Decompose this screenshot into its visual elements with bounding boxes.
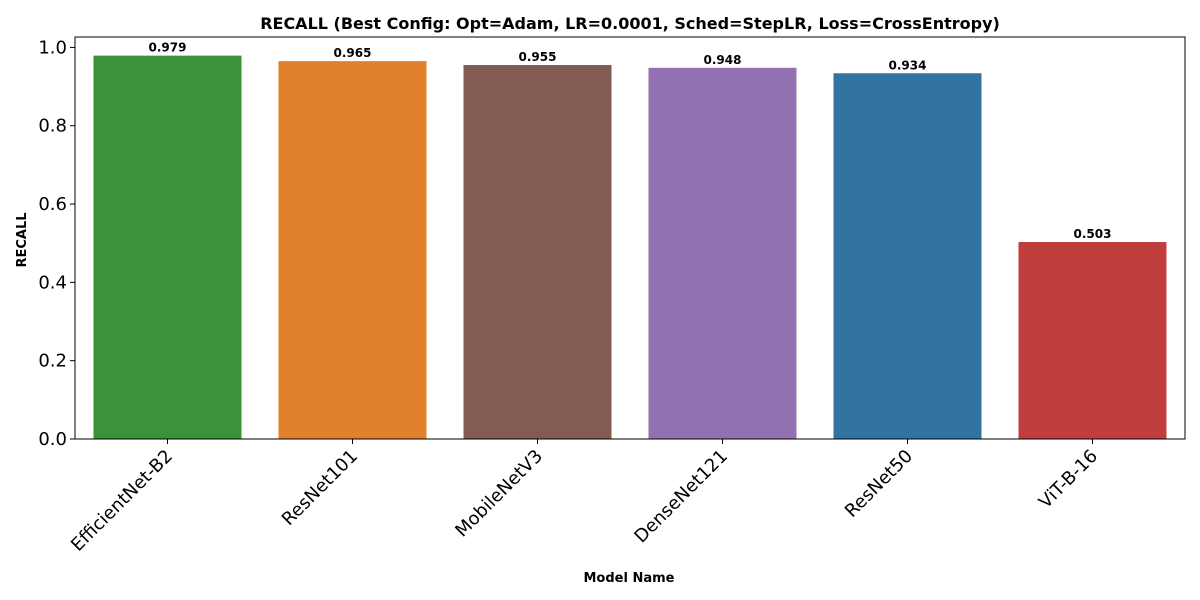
x-tick-label: MobileNetV3 bbox=[451, 446, 547, 542]
plot-area: 0.979 0.965 0.955 0.948 0.934 0.503 0.0 0.2 0.4… bbox=[38, 36, 1186, 556]
y-axis-label: RECALL bbox=[15, 212, 30, 267]
bars-layer bbox=[93, 55, 1167, 439]
bar-resnet50 bbox=[833, 73, 982, 439]
data-label: 0.979 bbox=[149, 41, 187, 55]
x-tick-label: ResNet50 bbox=[841, 446, 917, 522]
data-label: 0.965 bbox=[334, 46, 372, 60]
y-tick-label: 1.0 bbox=[38, 37, 67, 58]
y-tick-label: 0.8 bbox=[38, 116, 67, 137]
x-axis: EfficientNet-B2 ResNet101 MobileNetV3 Dense… bbox=[67, 439, 1102, 556]
data-label: 0.948 bbox=[704, 53, 742, 67]
x-tick-label: ViT-B-16 bbox=[1035, 446, 1102, 513]
x-axis-label: Model Name bbox=[584, 571, 675, 586]
x-tick-label: ResNet101 bbox=[278, 446, 362, 530]
chart-title: RECALL (Best Config: Opt=Adam, LR=0.0001… bbox=[260, 14, 1000, 33]
y-tick-label: 0.0 bbox=[38, 429, 67, 450]
bar-mobilenetv3 bbox=[463, 65, 612, 439]
plot-frame bbox=[74, 36, 1186, 440]
data-labels-layer: 0.979 0.965 0.955 0.948 0.934 0.503 bbox=[149, 41, 1112, 241]
data-label: 0.503 bbox=[1074, 227, 1112, 241]
x-tick-label: EfficientNet-B2 bbox=[67, 446, 177, 556]
y-tick-label: 0.2 bbox=[38, 351, 67, 372]
bar-vit-b-16 bbox=[1018, 242, 1167, 439]
data-label: 0.934 bbox=[889, 58, 927, 72]
y-tick-label: 0.6 bbox=[38, 194, 67, 215]
y-axis: 0.0 0.2 0.4 0.6 0.8 1.0 bbox=[38, 37, 75, 450]
data-label: 0.955 bbox=[519, 50, 557, 64]
bar-efficientnet-b2 bbox=[93, 55, 242, 439]
bar-resnet101 bbox=[278, 61, 427, 439]
bar-densenet121 bbox=[648, 67, 797, 439]
y-tick-label: 0.4 bbox=[38, 272, 67, 293]
x-tick-label: DenseNet121 bbox=[630, 446, 732, 548]
